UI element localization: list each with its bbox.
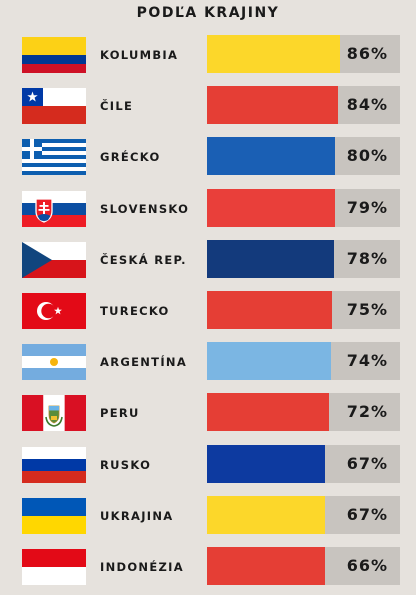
bar bbox=[207, 342, 331, 381]
category-label: TURECKO bbox=[100, 304, 170, 318]
value-label: 75% bbox=[346, 300, 388, 319]
value-label: 67% bbox=[346, 453, 388, 473]
indonesia-flag-icon bbox=[22, 549, 86, 585]
category-label: SLOVENSKO bbox=[100, 201, 190, 216]
bar bbox=[207, 35, 340, 73]
value-label: 84% bbox=[346, 95, 388, 115]
value-label: 80% bbox=[346, 146, 388, 166]
category-label: INDONÉZIA bbox=[100, 560, 184, 574]
bar-row: TURECKO 75% bbox=[0, 291, 416, 331]
bar-track: 72% bbox=[207, 393, 400, 432]
bar-row: GRÉCKO 80% bbox=[0, 137, 416, 177]
category-label: ČILE bbox=[100, 99, 134, 114]
bar-row: PERU 72% bbox=[0, 393, 416, 433]
bar-track: 80% bbox=[207, 137, 400, 176]
chile-flag-icon bbox=[22, 88, 86, 125]
bar-row: RUSKO 67% bbox=[0, 444, 416, 485]
value-label: 74% bbox=[346, 351, 388, 371]
bar-track: 86% bbox=[207, 35, 400, 73]
category-label: GRÉCKO bbox=[100, 150, 161, 165]
bar-track: 79% bbox=[207, 188, 400, 227]
value-label: 86% bbox=[346, 44, 388, 63]
bar-row: ARGENTÍNA 74% bbox=[0, 342, 416, 382]
russia-flag-icon bbox=[22, 446, 86, 483]
category-label: ARGENTÍNA bbox=[100, 355, 188, 370]
colombia-flag-icon bbox=[22, 37, 86, 73]
bar bbox=[207, 137, 335, 176]
category-label: ČESKÁ REP. bbox=[100, 252, 187, 267]
value-label: 66% bbox=[346, 556, 388, 575]
bar bbox=[207, 188, 335, 227]
bar bbox=[207, 393, 329, 432]
bar-row: UKRAJINA 67% bbox=[0, 495, 416, 536]
bar-track: 78% bbox=[207, 239, 400, 278]
slovakia-flag-icon bbox=[22, 190, 86, 227]
chart-title: PODĽA KRAJINY bbox=[136, 5, 280, 21]
value-label: 72% bbox=[346, 402, 388, 422]
bar-track: 74% bbox=[207, 342, 400, 381]
bar-row: INDONÉZIA 66% bbox=[0, 547, 416, 587]
category-label: KOLUMBIA bbox=[100, 48, 179, 62]
bar-row: SLOVENSKO 79% bbox=[0, 188, 416, 229]
czech-republic-flag-icon bbox=[22, 241, 86, 278]
category-label: RUSKO bbox=[100, 457, 152, 472]
bar-row: ČESKÁ REP. 78% bbox=[0, 239, 416, 280]
value-label: 67% bbox=[346, 504, 388, 524]
value-label: 79% bbox=[346, 197, 388, 217]
bar-track: 66% bbox=[207, 547, 400, 585]
bar bbox=[207, 547, 325, 585]
bar bbox=[207, 495, 325, 534]
value-label: 78% bbox=[346, 248, 388, 268]
bar bbox=[207, 239, 334, 278]
bar-track: 67% bbox=[207, 495, 400, 534]
bar-row: ČILE 84% bbox=[0, 86, 416, 126]
category-label: PERU bbox=[100, 406, 140, 421]
turkey-flag-icon bbox=[22, 293, 86, 329]
argentina-flag-icon bbox=[22, 344, 86, 381]
category-label: UKRAJINA bbox=[100, 508, 174, 523]
bar-track: 67% bbox=[207, 444, 400, 483]
bar-track: 75% bbox=[207, 291, 400, 329]
bar-row: KOLUMBIA 86% bbox=[0, 35, 416, 75]
bar-track: 84% bbox=[207, 86, 400, 125]
bar bbox=[207, 291, 332, 329]
bar bbox=[207, 444, 325, 483]
peru-flag-icon bbox=[22, 395, 86, 432]
bar bbox=[207, 86, 338, 125]
greece-flag-icon bbox=[22, 139, 86, 176]
ukraine-flag-icon bbox=[22, 497, 86, 534]
